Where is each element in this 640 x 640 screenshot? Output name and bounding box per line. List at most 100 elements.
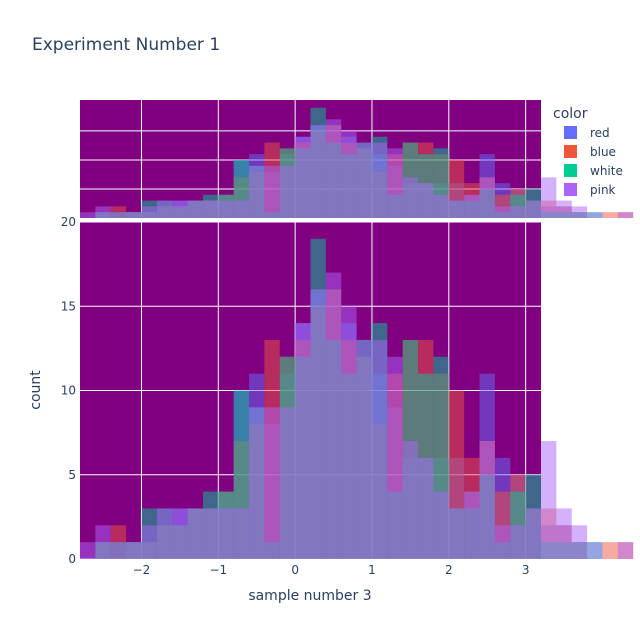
bar-pink: [156, 508, 173, 559]
marginal-bar-pink: [156, 200, 173, 218]
legend-label: blue: [590, 145, 616, 159]
legend-swatch: [564, 126, 577, 139]
bar-pink: [356, 339, 372, 559]
x-tick-label: 0: [291, 563, 299, 577]
bar-pink: [494, 525, 511, 559]
bar-blue: [602, 542, 618, 559]
bar-pink: [233, 508, 250, 559]
bar-pink: [464, 491, 480, 559]
x-axis-ticks: −2 −1 0 1 2 3: [133, 563, 530, 577]
marginal-bar-pink: [448, 200, 465, 218]
bar-pink: [187, 508, 203, 559]
marginal-bar-pink: [418, 183, 434, 218]
bar-pink: [295, 323, 311, 559]
marginal-bar-pink: [464, 194, 480, 218]
x-tick-label: −1: [209, 563, 227, 577]
marginal-bar-pink: [587, 212, 603, 218]
series-pink-bars: [80, 272, 634, 559]
bar-pink: [172, 508, 188, 559]
marginal-bar-pink: [525, 200, 541, 218]
marginal-bar-pink: [95, 206, 111, 218]
legend-item-white[interactable]: white: [564, 164, 623, 178]
marginal-bar-pink: [172, 200, 188, 218]
bar-pink: [418, 457, 434, 559]
legend-swatch: [564, 145, 577, 158]
marginal-bar-pink: [402, 177, 419, 218]
bar-pink: [371, 339, 388, 559]
bar-pink: [341, 306, 357, 559]
marginal-bar-pink: [371, 142, 388, 218]
y-axis-label: count: [28, 370, 44, 410]
legend-item-red[interactable]: red: [564, 126, 610, 140]
bar-pink: [387, 356, 403, 559]
marginal-bar-pink: [202, 200, 219, 218]
chart-title: Experiment Number 1: [32, 35, 220, 55]
bar-pink: [310, 289, 326, 559]
x-tick-label: 1: [368, 563, 376, 577]
marginal-bar-blue: [602, 212, 618, 218]
marginal-bar-pink: [279, 165, 296, 218]
bar-pink: [587, 542, 603, 559]
marginal-bar-pink: [325, 119, 342, 218]
marginal-bar-pink: [510, 206, 526, 218]
marginal-bar-pink: [126, 212, 142, 218]
bar-pink: [617, 542, 634, 559]
legend: color red blue white pink: [553, 106, 623, 197]
marginal-bar-pink: [187, 200, 203, 218]
marginal-bar-pink: [541, 177, 557, 218]
bar-pink: [479, 441, 495, 559]
marginal-bar-pink: [218, 200, 234, 218]
x-tick-label: 3: [522, 563, 530, 577]
marginal-bar-pink: [233, 200, 250, 218]
marginal-bar-pink: [110, 212, 127, 218]
marginal-bar-pink: [341, 130, 357, 218]
legend-label: red: [590, 126, 610, 140]
bar-pink: [110, 542, 127, 559]
marginal-bar-pink: [356, 142, 372, 218]
main-bars: [80, 238, 634, 559]
marginal-bar-pink: [571, 206, 588, 218]
marginal-bar-pink: [249, 165, 265, 218]
series-pink-marginal-bars: [80, 119, 634, 218]
legend-item-blue[interactable]: blue: [564, 145, 616, 159]
y-axis-ticks: 0 5 10 15 20: [61, 215, 76, 566]
marginal-bar-pink: [80, 212, 96, 218]
marginal-bar-pink: [264, 165, 280, 218]
bar-pink: [249, 407, 265, 559]
bar-pink: [80, 542, 96, 559]
bar-pink: [325, 272, 342, 559]
bar-pink: [556, 508, 572, 559]
bar-pink: [264, 407, 280, 559]
y-tick-label: 5: [68, 468, 76, 482]
y-tick-label: 15: [61, 299, 76, 313]
bar-pink: [402, 441, 419, 559]
y-tick-label: 10: [61, 384, 76, 398]
legend-swatch: [564, 183, 577, 196]
marginal-bar-pink: [556, 200, 572, 218]
legend-item-pink[interactable]: pink: [564, 183, 616, 197]
bar-pink: [141, 525, 157, 559]
y-tick-label: 0: [68, 552, 76, 566]
marginal-bar-pink: [617, 212, 634, 218]
bar-pink: [279, 407, 296, 559]
bar-pink: [433, 491, 449, 559]
x-tick-label: 2: [445, 563, 453, 577]
legend-label: white: [590, 164, 623, 178]
legend-label: pink: [590, 183, 616, 197]
bar-pink: [218, 508, 234, 559]
bar-pink: [95, 525, 111, 559]
bar-pink: [541, 441, 557, 559]
x-tick-label: −2: [133, 563, 151, 577]
y-tick-label: 20: [61, 215, 76, 229]
marginal-bar-pink: [387, 148, 403, 218]
bar-pink: [510, 525, 526, 559]
marginal-bar-pink: [310, 125, 326, 218]
bar-pink: [448, 508, 465, 559]
legend-items: red blue white pink: [564, 126, 623, 197]
marginal-bar-pink: [141, 206, 157, 218]
marginal-bar-pink: [433, 194, 449, 218]
legend-swatch: [564, 164, 577, 177]
bar-pink: [525, 508, 541, 559]
bar-pink: [126, 542, 142, 559]
